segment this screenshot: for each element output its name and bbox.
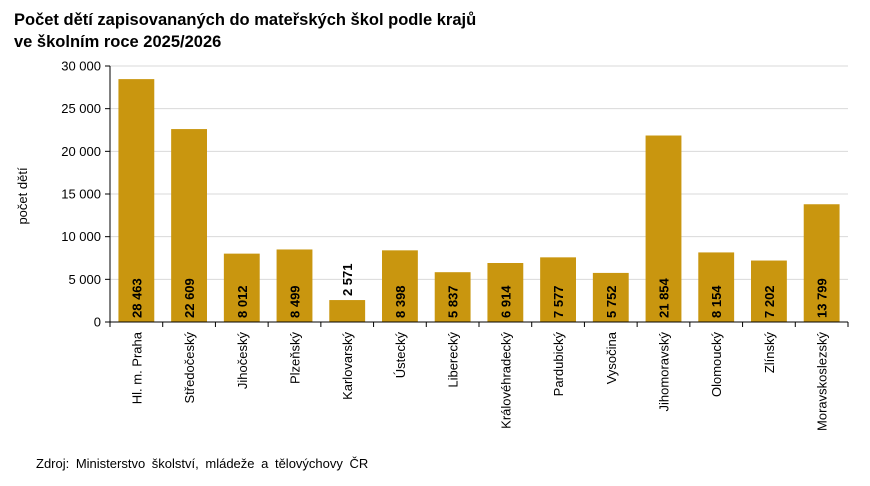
bar-13 [803, 204, 840, 322]
y-tick-label: 15 000 [61, 187, 101, 202]
value-label: 8 154 [709, 285, 724, 318]
value-label: 8 012 [235, 285, 250, 318]
value-label: 8 499 [288, 285, 303, 318]
bar-3 [276, 249, 313, 322]
category-label: Středočeský [182, 332, 197, 404]
value-label: 6 914 [498, 285, 513, 318]
bar-7 [487, 263, 524, 322]
value-label: 28 463 [129, 278, 144, 318]
y-tick-label: 30 000 [61, 59, 101, 74]
bar-1 [171, 129, 207, 322]
bar-5 [382, 250, 418, 322]
value-labels: 28 463 22 609 8 012 8 499 2 571 8 398 5 837 6 9… [129, 264, 829, 318]
category-label: Hl. m. Praha [129, 331, 144, 404]
category-labels: Hl. m. Praha Středočeský Jihočeský Plzeňský… [129, 331, 829, 431]
bar-2 [223, 253, 260, 322]
category-label: Moravskoslezský [815, 332, 830, 431]
category-label: Jihočeský [235, 332, 250, 390]
category-label: Karlovarský [340, 332, 355, 400]
category-label: Plzeňský [288, 332, 303, 385]
value-label: 7 577 [551, 285, 566, 318]
bar-8 [540, 257, 576, 322]
value-label: 21 854 [657, 277, 672, 318]
value-label: 2 571 [340, 264, 355, 297]
category-label: Vysočina [604, 331, 619, 384]
axes [105, 65, 849, 327]
bars [118, 79, 840, 323]
category-label: Olomoucký [709, 332, 724, 398]
bar-12 [751, 260, 787, 322]
y-axis-label: počet dětí [15, 167, 30, 224]
category-label: Zlínský [762, 332, 777, 374]
value-label: 5 752 [604, 285, 619, 318]
bar-4 [329, 300, 366, 322]
category-label: Jihomoravský [657, 332, 672, 412]
y-tick-label: 10 000 [61, 229, 101, 244]
chart-title: Počet dětí zapisovananých do mateřských … [14, 9, 854, 53]
gridlines [110, 65, 848, 280]
value-label: 8 398 [393, 285, 408, 318]
bar-10 [645, 135, 682, 322]
category-label: Liberecký [446, 332, 461, 388]
y-tick-labels: 0 5 000 10 000 15 000 20 000 25 000 30 000 [61, 59, 101, 330]
source-note: Zdroj: Ministerstvo školství, mládeže a … [36, 456, 369, 471]
y-tick-label: 5 000 [68, 272, 101, 287]
bar-6 [434, 272, 471, 322]
bar-0 [118, 79, 155, 323]
value-label: 5 837 [446, 285, 461, 318]
value-label: 13 799 [815, 278, 830, 318]
y-tick-label: 0 [94, 315, 101, 330]
chart-title-line-1: Počet dětí zapisovananých do mateřských … [14, 11, 477, 29]
category-label: Královéhradecký [498, 332, 513, 429]
y-tick-label: 20 000 [61, 144, 101, 159]
y-tick-label: 25 000 [61, 101, 101, 116]
chart-title-line-2: ve školním roce 2025/2026 [14, 33, 222, 51]
bar-9 [592, 272, 629, 322]
category-label: Pardubický [551, 332, 566, 397]
value-label: 22 609 [182, 278, 197, 318]
value-label: 7 202 [762, 285, 777, 318]
category-label: Ústecký [393, 332, 408, 379]
bar-11 [698, 252, 735, 322]
